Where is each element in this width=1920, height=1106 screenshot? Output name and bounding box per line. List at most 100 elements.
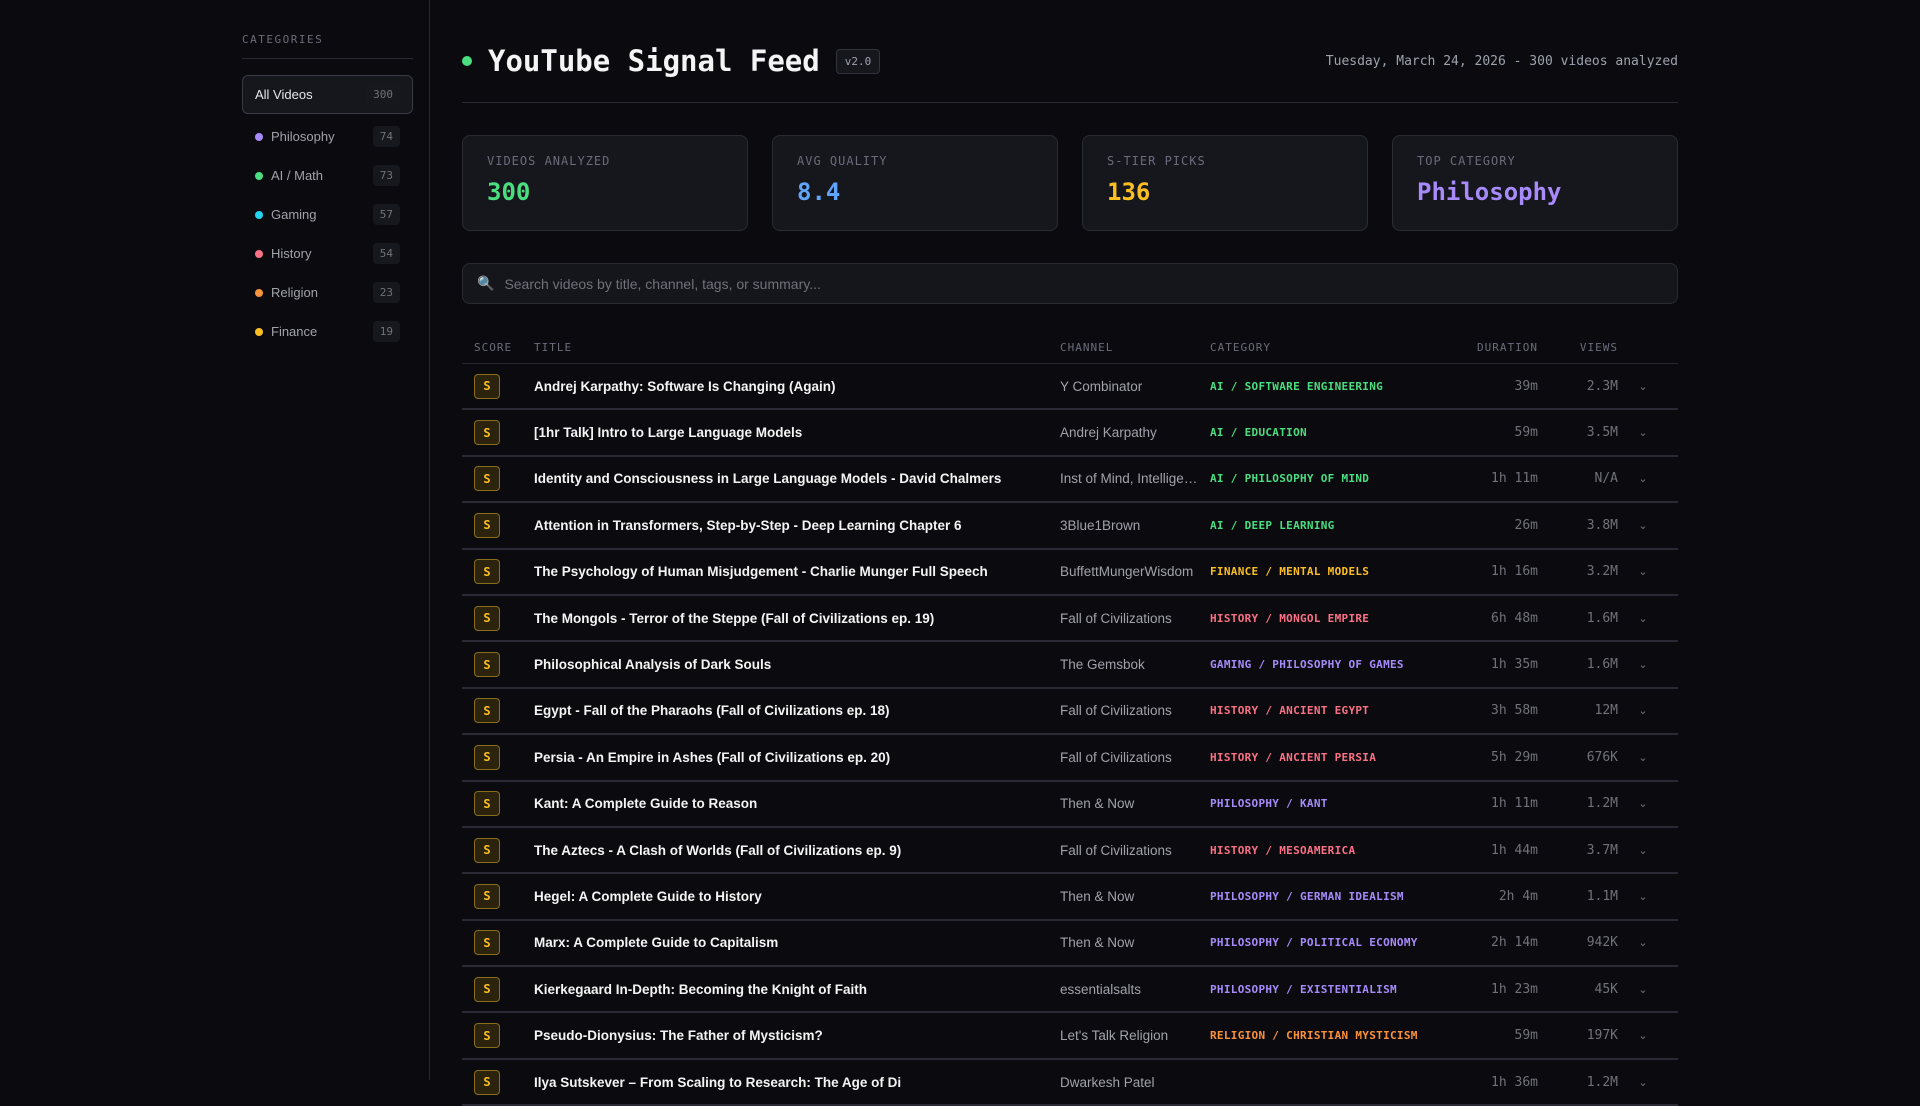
video-duration: 1h 16m (1491, 564, 1538, 580)
table-row[interactable]: S Persia - An Empire in Ashes (Fall of C… (462, 735, 1678, 782)
table-row[interactable]: S Philosophical Analysis of Dark Souls T… (462, 642, 1678, 689)
table-row[interactable]: S Kant: A Complete Guide to Reason Then … (462, 782, 1678, 828)
video-duration: 59m (1514, 1028, 1538, 1044)
category-dot-icon (255, 327, 263, 336)
col-channel[interactable]: CHANNEL (1060, 341, 1114, 354)
expand-chevron-icon[interactable]: ⌄ (1638, 1030, 1648, 1043)
table-row[interactable]: S Pseudo-Dionysius: The Father of Mystic… (462, 1013, 1678, 1060)
table-header: SCORE TITLE CHANNEL CATEGORY DURATION VI… (462, 332, 1678, 364)
video-duration: 3h 58m (1491, 703, 1538, 719)
expand-chevron-icon[interactable]: ⌄ (1638, 659, 1648, 672)
table-row[interactable]: S The Mongols - Terror of the Steppe (Fa… (462, 596, 1678, 643)
sidebar-item-history[interactable]: History 54 (242, 234, 413, 273)
expand-chevron-icon[interactable]: ⌄ (1638, 751, 1648, 764)
expand-chevron-icon[interactable]: ⌄ (1638, 566, 1648, 579)
video-title[interactable]: Hegel: A Complete Guide to History (534, 888, 762, 904)
video-duration: 1h 36m (1491, 1074, 1538, 1090)
video-duration: 1h 44m (1491, 842, 1538, 858)
category-dot-icon (255, 249, 263, 258)
expand-chevron-icon[interactable]: ⌄ (1638, 519, 1648, 532)
video-title[interactable]: Ilya Sutskever – From Scaling to Researc… (534, 1074, 902, 1090)
video-category: AI / EDUCATION (1210, 426, 1307, 440)
video-title[interactable]: Philosophical Analysis of Dark Souls (534, 657, 772, 673)
expand-chevron-icon[interactable]: ⌄ (1638, 612, 1648, 625)
stat-value: 136 (1107, 178, 1151, 206)
sidebar-item-finance[interactable]: Finance 19 (242, 312, 413, 351)
category-list: All Videos 300 Philosophy 74 AI / Math 73 Gami… (242, 75, 413, 351)
expand-chevron-icon[interactable]: ⌄ (1638, 937, 1648, 950)
table-row[interactable]: S Marx: A Complete Guide to Capitalism T… (462, 921, 1678, 968)
video-title[interactable]: Identity and Consciousness in Large Lang… (534, 471, 1002, 487)
video-title[interactable]: Kierkegaard In-Depth: Becoming the Knigh… (534, 981, 868, 997)
table-row[interactable]: S The Psychology of Human Misjudgement -… (462, 550, 1678, 596)
video-duration: 39m (1514, 378, 1538, 394)
table-row[interactable]: S Egypt - Fall of the Pharaohs (Fall of … (462, 689, 1678, 736)
video-category: RELIGION / CHRISTIAN MYSTICISM (1210, 1029, 1418, 1043)
category-label: Gaming (271, 207, 317, 222)
video-views: 1.6M (1586, 657, 1618, 673)
sidebar-item-gaming[interactable]: Gaming 57 (242, 195, 413, 234)
video-title[interactable]: Kant: A Complete Guide to Reason (534, 796, 758, 812)
expand-chevron-icon[interactable]: ⌄ (1638, 1076, 1648, 1089)
score-badge: S (474, 652, 500, 678)
category-count: 54 (372, 243, 400, 264)
score-badge: S (474, 605, 500, 631)
live-status-dot (462, 56, 472, 66)
expand-chevron-icon[interactable]: ⌄ (1638, 427, 1648, 440)
table-row[interactable]: S [1hr Talk] Intro to Large Language Mod… (462, 410, 1678, 457)
video-duration: 59m (1514, 425, 1538, 441)
expand-chevron-icon[interactable]: ⌄ (1638, 844, 1648, 857)
col-views[interactable]: VIEWS (1579, 341, 1618, 354)
score-badge: S (474, 791, 500, 817)
video-views: 3.2M (1586, 564, 1618, 580)
sidebar-item-philosophy[interactable]: Philosophy 74 (242, 117, 413, 156)
video-views: 1.2M (1586, 1074, 1618, 1090)
video-title[interactable]: Andrej Karpathy: Software Is Changing (A… (534, 378, 836, 394)
sidebar-item-ai-math[interactable]: AI / Math 73 (242, 156, 413, 195)
video-views: 197K (1586, 1028, 1618, 1044)
category-label: History (271, 246, 312, 261)
video-title[interactable]: Attention in Transformers, Step-by-Step … (534, 517, 962, 533)
col-duration[interactable]: DURATION (1477, 341, 1538, 354)
category-dot-icon (255, 132, 263, 141)
video-table: SCORE TITLE CHANNEL CATEGORY DURATION VI… (462, 332, 1678, 1106)
video-title[interactable]: The Aztecs - A Clash of Worlds (Fall of … (534, 842, 902, 858)
header-divider (462, 102, 1678, 103)
sidebar-item-all-videos[interactable]: All Videos 300 (242, 75, 413, 114)
search-input[interactable] (504, 275, 1663, 292)
video-views: 3.7M (1586, 842, 1618, 858)
category-count: 74 (372, 126, 400, 147)
video-title[interactable]: Persia - An Empire in Ashes (Fall of Civ… (534, 749, 891, 765)
table-row[interactable]: S Hegel: A Complete Guide to History The… (462, 874, 1678, 921)
table-row[interactable]: S Kierkegaard In-Depth: Becoming the Kni… (462, 967, 1678, 1014)
score-badge: S (474, 559, 500, 585)
category-dot-icon (255, 210, 263, 219)
video-title[interactable]: [1hr Talk] Intro to Large Language Model… (534, 425, 803, 441)
table-row[interactable]: S The Aztecs - A Clash of Worlds (Fall o… (462, 828, 1678, 875)
table-row[interactable]: S Ilya Sutskever – From Scaling to Resea… (462, 1060, 1678, 1106)
video-channel: BuffettMungerWisdom (1060, 564, 1194, 580)
search-icon: 🔍 (477, 275, 495, 291)
table-row[interactable]: S Andrej Karpathy: Software Is Changing … (462, 364, 1678, 411)
expand-chevron-icon[interactable]: ⌄ (1638, 380, 1648, 393)
col-title[interactable]: TITLE (534, 341, 573, 354)
expand-chevron-icon[interactable]: ⌄ (1638, 983, 1648, 996)
video-title[interactable]: Pseudo-Dionysius: The Father of Mysticis… (534, 1028, 823, 1044)
col-category[interactable]: CATEGORY (1210, 341, 1271, 354)
table-row[interactable]: S Attention in Transformers, Step-by-Ste… (462, 503, 1678, 550)
expand-chevron-icon[interactable]: ⌄ (1638, 473, 1648, 486)
video-title[interactable]: The Mongols - Terror of the Steppe (Fall… (534, 610, 935, 626)
category-count: 300 (366, 84, 400, 105)
sidebar-item-religion[interactable]: Religion 23 (242, 273, 413, 312)
video-title[interactable]: Egypt - Fall of the Pharaohs (Fall of Ci… (534, 703, 890, 719)
expand-chevron-icon[interactable]: ⌄ (1638, 890, 1648, 903)
expand-chevron-icon[interactable]: ⌄ (1638, 705, 1648, 718)
search-bar[interactable]: 🔍 (462, 263, 1678, 304)
video-channel: Inst of Mind, Intelligence (1060, 471, 1206, 487)
video-title[interactable]: The Psychology of Human Misjudgement - C… (534, 564, 988, 580)
category-label: Finance (271, 324, 318, 339)
table-row[interactable]: S Identity and Consciousness in Large La… (462, 457, 1678, 504)
col-score[interactable]: SCORE (474, 341, 513, 354)
video-title[interactable]: Marx: A Complete Guide to Capitalism (534, 935, 779, 951)
expand-chevron-icon[interactable]: ⌄ (1638, 798, 1648, 811)
